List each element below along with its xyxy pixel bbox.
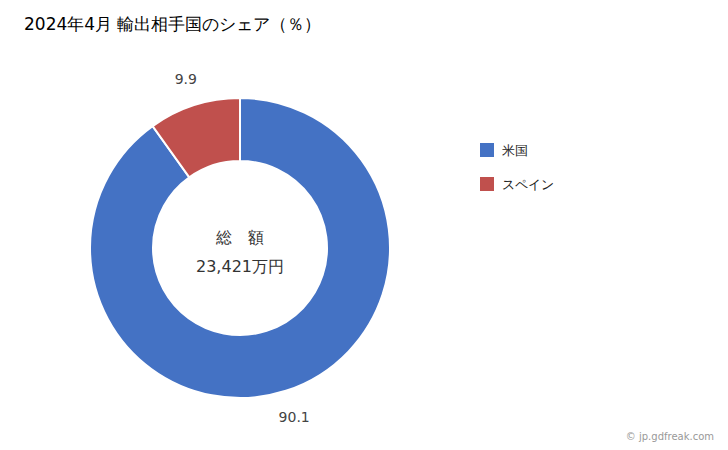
legend-item: スペイン: [480, 177, 554, 192]
center-label: 総 額: [215, 228, 264, 247]
pie: [90, 98, 390, 398]
legend-label: 米国: [502, 143, 528, 158]
chart: 2024年4月 輸出相手国のシェア（％） 90.1 9.9 総 額 23,421万円 © …: [0, 0, 728, 450]
data-label: 90.1: [279, 409, 310, 425]
slice: [153, 98, 240, 177]
center-label: 23,421万円: [196, 257, 284, 276]
slice: [90, 98, 390, 398]
legend-item: 米国: [480, 143, 528, 158]
legend: 米国スペイン: [480, 143, 554, 192]
data-label: 9.9: [175, 71, 197, 87]
legend-swatch: [480, 143, 494, 157]
watermark: © jp.gdfreak.com: [626, 431, 714, 442]
title: 2024年4月 輸出相手国のシェア（％）: [24, 14, 321, 34]
legend-label: スペイン: [502, 177, 554, 192]
legend-swatch: [480, 177, 494, 191]
data-labels: 90.1 9.9: [175, 71, 310, 424]
